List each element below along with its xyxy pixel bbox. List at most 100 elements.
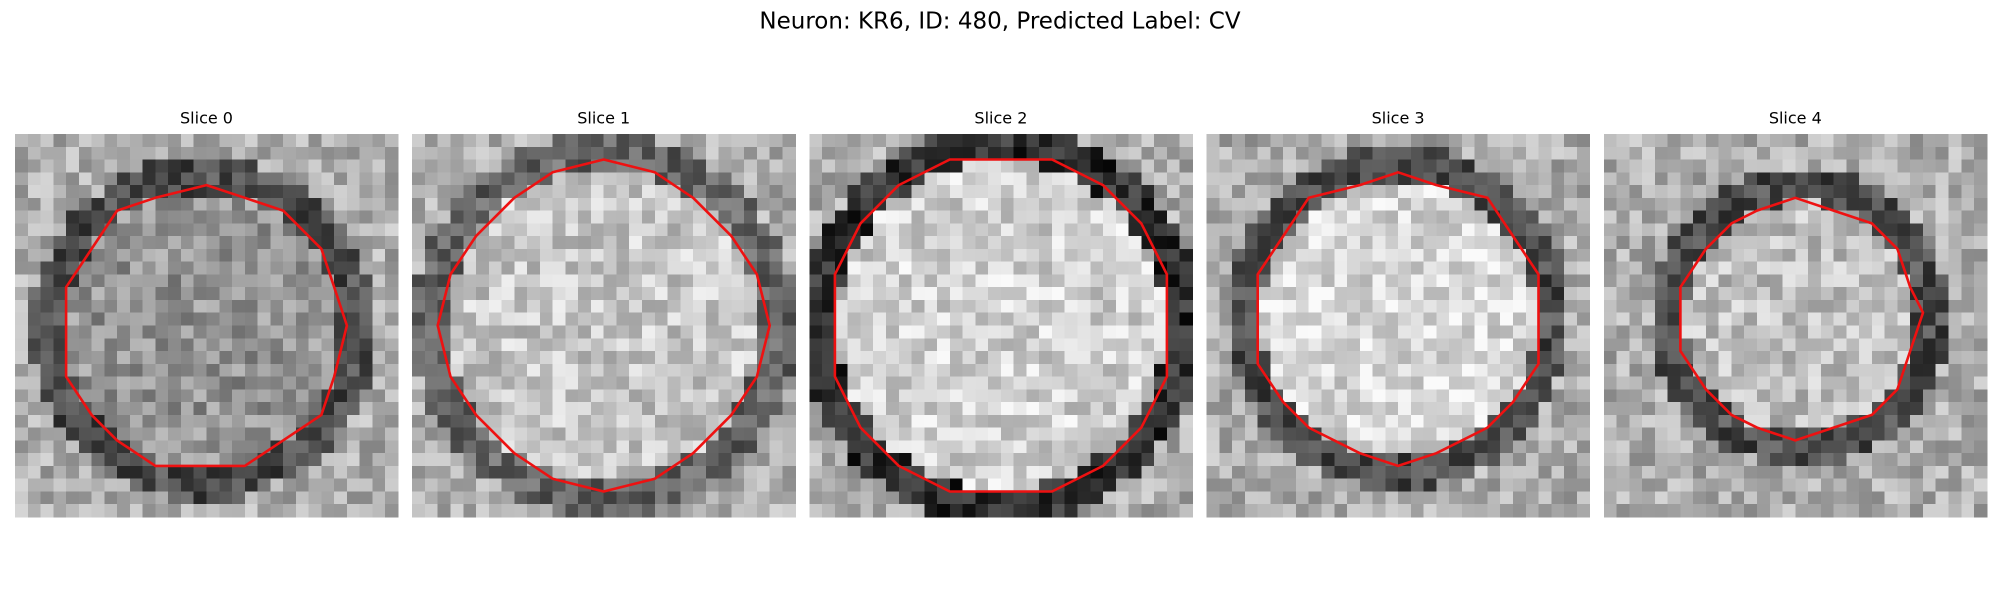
pixel xyxy=(27,185,42,199)
pixel xyxy=(1423,299,1437,314)
pixel xyxy=(667,312,681,327)
pixel xyxy=(1935,363,1950,378)
pixel xyxy=(1820,465,1835,480)
pixel xyxy=(1372,223,1386,237)
pixel xyxy=(40,440,54,454)
pixel xyxy=(1705,427,1720,441)
pixel xyxy=(1833,427,1847,441)
pixel xyxy=(1385,134,1399,148)
pixel xyxy=(924,376,938,390)
pixel xyxy=(1705,299,1720,314)
pixel xyxy=(1359,159,1374,173)
pixel xyxy=(321,146,335,161)
pixel xyxy=(1795,312,1809,327)
pixel xyxy=(1974,440,1988,454)
pixel xyxy=(1667,414,1681,429)
pixel xyxy=(412,389,426,403)
pixel xyxy=(1064,325,1079,339)
pixel xyxy=(1077,210,1091,224)
pixel xyxy=(1154,440,1168,454)
pixel xyxy=(1487,440,1501,454)
pixel xyxy=(1166,325,1181,339)
pixel xyxy=(1974,261,1988,276)
pixel xyxy=(642,274,656,288)
pixel xyxy=(847,440,862,454)
pixel xyxy=(1808,159,1822,173)
pixel xyxy=(1000,287,1015,301)
pixel xyxy=(142,172,157,186)
pixel xyxy=(1166,338,1181,352)
pixel xyxy=(1551,453,1565,467)
pixel xyxy=(424,427,439,441)
pixel xyxy=(1308,134,1323,148)
pixel xyxy=(1244,159,1259,173)
pixel xyxy=(104,504,118,518)
pixel xyxy=(769,248,784,263)
pixel xyxy=(667,427,681,441)
pixel xyxy=(424,363,439,378)
pixel xyxy=(590,274,605,288)
pixel xyxy=(1884,248,1899,263)
pixel xyxy=(565,376,579,390)
pixel xyxy=(142,299,157,314)
pixel xyxy=(693,248,707,263)
pixel xyxy=(1334,274,1348,288)
pixel xyxy=(988,185,1002,199)
pixel xyxy=(1359,274,1374,288)
pixel xyxy=(822,478,836,493)
pixel xyxy=(501,504,515,518)
pixel xyxy=(1051,491,1066,505)
pixel xyxy=(295,197,310,212)
pixel xyxy=(822,134,836,148)
pixel xyxy=(1013,172,1028,186)
pixel xyxy=(91,338,105,352)
pixel xyxy=(809,172,823,186)
pixel xyxy=(1474,261,1489,276)
pixel xyxy=(232,427,246,441)
pixel xyxy=(1693,236,1707,250)
pixel xyxy=(1731,376,1745,390)
pixel xyxy=(270,414,284,429)
pixel xyxy=(1270,210,1284,224)
pixel xyxy=(1513,427,1527,441)
pixel xyxy=(91,274,105,288)
pixel xyxy=(1731,427,1745,441)
pixel xyxy=(1347,363,1361,378)
pixel xyxy=(1449,261,1463,276)
pixel xyxy=(1321,197,1335,212)
pixel xyxy=(1090,197,1104,212)
pixel xyxy=(1603,159,1618,173)
pixel xyxy=(1436,427,1450,441)
pixel xyxy=(104,338,118,352)
pixel xyxy=(1334,440,1348,454)
pixel xyxy=(693,299,707,314)
pixel xyxy=(1487,146,1501,161)
pixel xyxy=(244,465,259,480)
pixel xyxy=(1757,504,1771,518)
pixel xyxy=(937,261,951,276)
pixel xyxy=(975,363,989,378)
pixel xyxy=(257,376,271,390)
pixel xyxy=(782,465,796,480)
pixel xyxy=(1948,504,1962,518)
pixel xyxy=(988,363,1002,378)
pixel xyxy=(744,172,758,186)
pixel xyxy=(437,376,452,390)
pixel xyxy=(334,274,348,288)
pixel xyxy=(372,453,386,467)
pixel xyxy=(15,197,29,212)
pixel xyxy=(705,261,720,276)
pixel xyxy=(412,185,426,199)
pixel xyxy=(91,146,105,161)
pixel xyxy=(1910,402,1924,416)
pixel xyxy=(705,453,720,467)
pixel xyxy=(193,325,208,339)
pixel xyxy=(705,248,720,263)
pixel xyxy=(1179,440,1193,454)
pixel xyxy=(15,236,29,250)
pixel xyxy=(1423,185,1437,199)
pixel xyxy=(1757,312,1771,327)
pixel xyxy=(911,299,925,314)
pixel xyxy=(1257,325,1272,339)
pixel xyxy=(539,453,554,467)
